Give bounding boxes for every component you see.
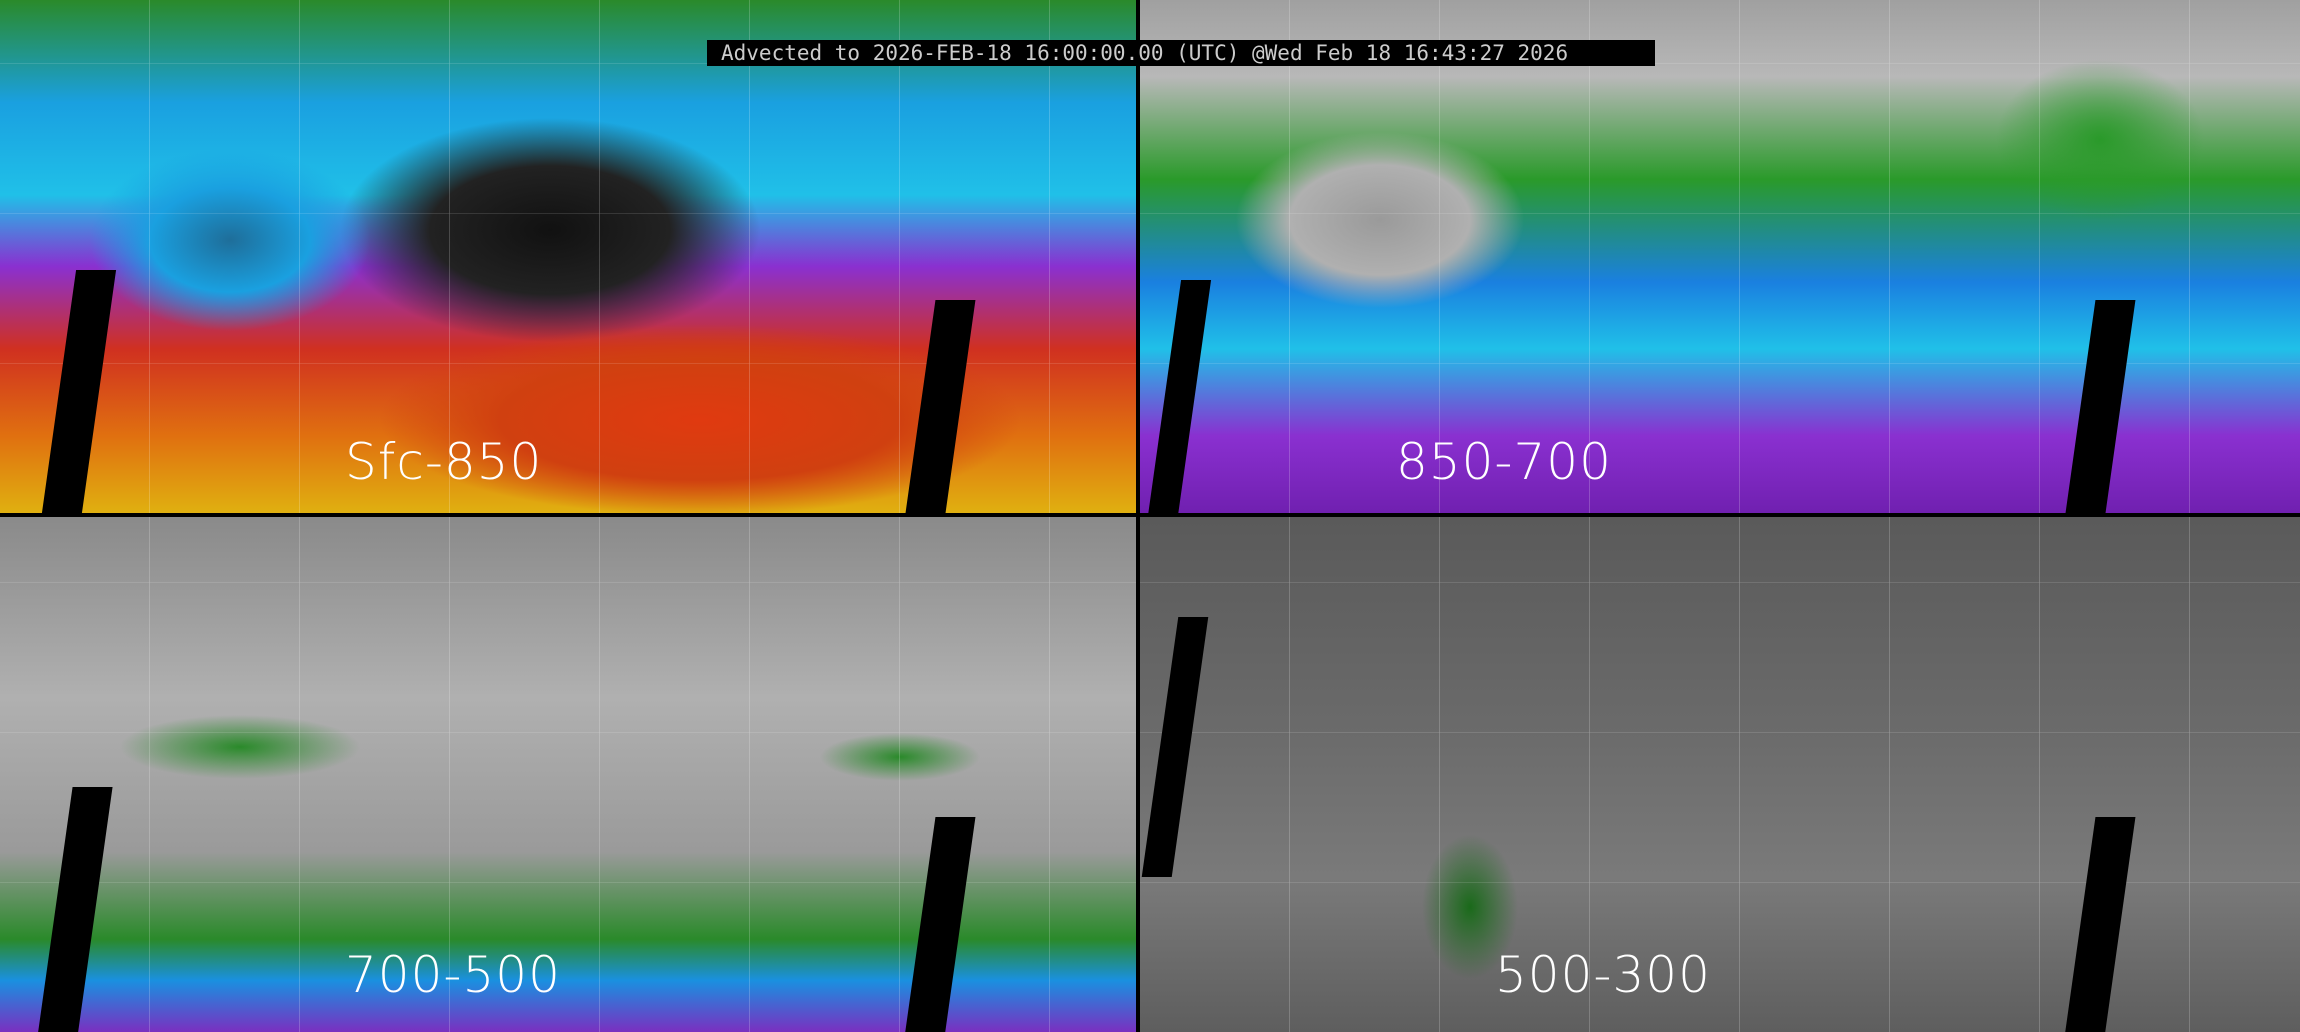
- panel-label: Sfc-850: [345, 433, 543, 491]
- lat-lon-grid: [0, 0, 1136, 513]
- panel-label: 700-500: [345, 946, 561, 1004]
- panel-label: 850-700: [1396, 433, 1612, 491]
- timestamp-banner: Advected to 2026-FEB-18 16:00:00.00 (UTC…: [707, 40, 1655, 66]
- lat-lon-grid: [1140, 0, 2300, 513]
- lat-lon-grid: [0, 517, 1136, 1032]
- lat-lon-grid: [1140, 517, 2300, 1032]
- panel-500-300: 500-300: [1140, 517, 2300, 1032]
- panel-sfc-850: Sfc-850: [0, 0, 1136, 513]
- panel-850-700: 850-700: [1140, 0, 2300, 513]
- panel-700-500: 700-500: [0, 517, 1136, 1032]
- panel-label: 500-300: [1495, 946, 1711, 1004]
